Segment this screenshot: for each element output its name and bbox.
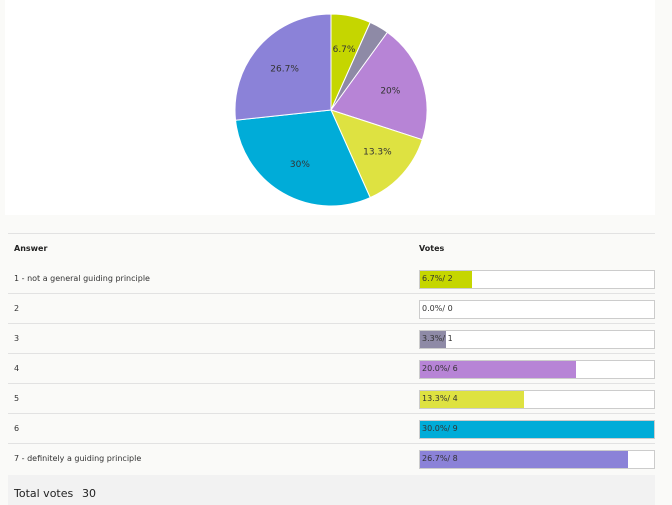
vote-bar-fill: [420, 451, 629, 468]
pie-slice[interactable]: [330, 31, 428, 141]
table-row: 6 30.0%/ 9: [8, 414, 655, 444]
row-divider: [8, 413, 655, 414]
vote-bar-text: 30.0%/ 9: [422, 424, 458, 433]
row-divider: [8, 353, 655, 354]
total-votes-label: Total votes: [14, 487, 74, 500]
table-row: 4 20.0%/ 6: [8, 354, 655, 384]
answer-label: 6: [14, 424, 20, 433]
vote-bar-fill: [420, 271, 473, 288]
pie-data-label: 30%: [290, 160, 310, 170]
answer-header: Answer: [14, 244, 48, 253]
vote-bar-fill: [420, 391, 524, 408]
pie-chart: 6.7% 20% 13.3% 30% 26.7%: [234, 13, 428, 207]
pie-data-label: 20%: [380, 87, 400, 97]
vote-bar: 20.0%/ 6: [419, 360, 655, 379]
vote-bar-fill: [420, 421, 654, 438]
vote-bar-text: 20.0%/ 6: [422, 364, 458, 373]
answer-label: 2: [14, 304, 20, 313]
vote-bar: 0.0%/ 0: [419, 300, 655, 319]
vote-bar: 3.3%/ 1: [419, 330, 655, 349]
vote-bar-fill: [420, 361, 576, 378]
pie-data-label: 13.3%: [363, 148, 392, 158]
vote-bar-text: 13.3%/ 4: [422, 394, 458, 403]
answer-label: 4: [14, 364, 20, 373]
table-row: 7 - definitely a guiding principle 26.7%…: [8, 444, 655, 474]
answer-label: 1 - not a general guiding principle: [14, 274, 150, 283]
pie-slice[interactable]: [330, 109, 423, 199]
table-row: 2 0.0%/ 0: [8, 294, 655, 324]
vote-bar: 30.0%/ 9: [419, 420, 655, 439]
vote-bar: 13.3%/ 4: [419, 390, 655, 409]
vote-bar-text: 3.3%/ 1: [422, 334, 453, 343]
answer-label: 7 - definitely a guiding principle: [14, 454, 142, 463]
pie-data-label: 6.7%: [333, 45, 356, 55]
table-row: 5 13.3%/ 4: [8, 384, 655, 414]
row-divider: [8, 383, 655, 384]
answer-label: 5: [14, 394, 20, 403]
vote-bar-text: 0.0%/ 0: [422, 304, 453, 313]
vote-bar-text: 26.7%/ 8: [422, 454, 458, 463]
votes-header: Votes: [419, 244, 445, 253]
vote-bar: 26.7%/ 8: [419, 450, 655, 469]
total-votes-value: 30: [82, 487, 96, 500]
row-divider: [8, 443, 655, 444]
pie-data-label: 26.7%: [270, 64, 299, 74]
total-votes: Total votes 30: [8, 475, 655, 505]
answer-label: 3: [14, 334, 20, 343]
vote-bar-fill: [420, 331, 446, 348]
pie-slice[interactable]: [234, 13, 332, 121]
pie-slice[interactable]: [234, 109, 371, 207]
row-divider: [8, 323, 655, 324]
pie-chart-area: 6.7% 20% 13.3% 30% 26.7%: [5, 0, 655, 215]
vote-bar-text: 6.7%/ 2: [422, 274, 453, 283]
row-divider: [8, 293, 655, 294]
vote-bar: 6.7%/ 2: [419, 270, 655, 289]
table-row: 1 - not a general guiding principle 6.7%…: [8, 264, 655, 294]
table-row: 3 3.3%/ 1: [8, 324, 655, 354]
divider: [8, 233, 655, 234]
